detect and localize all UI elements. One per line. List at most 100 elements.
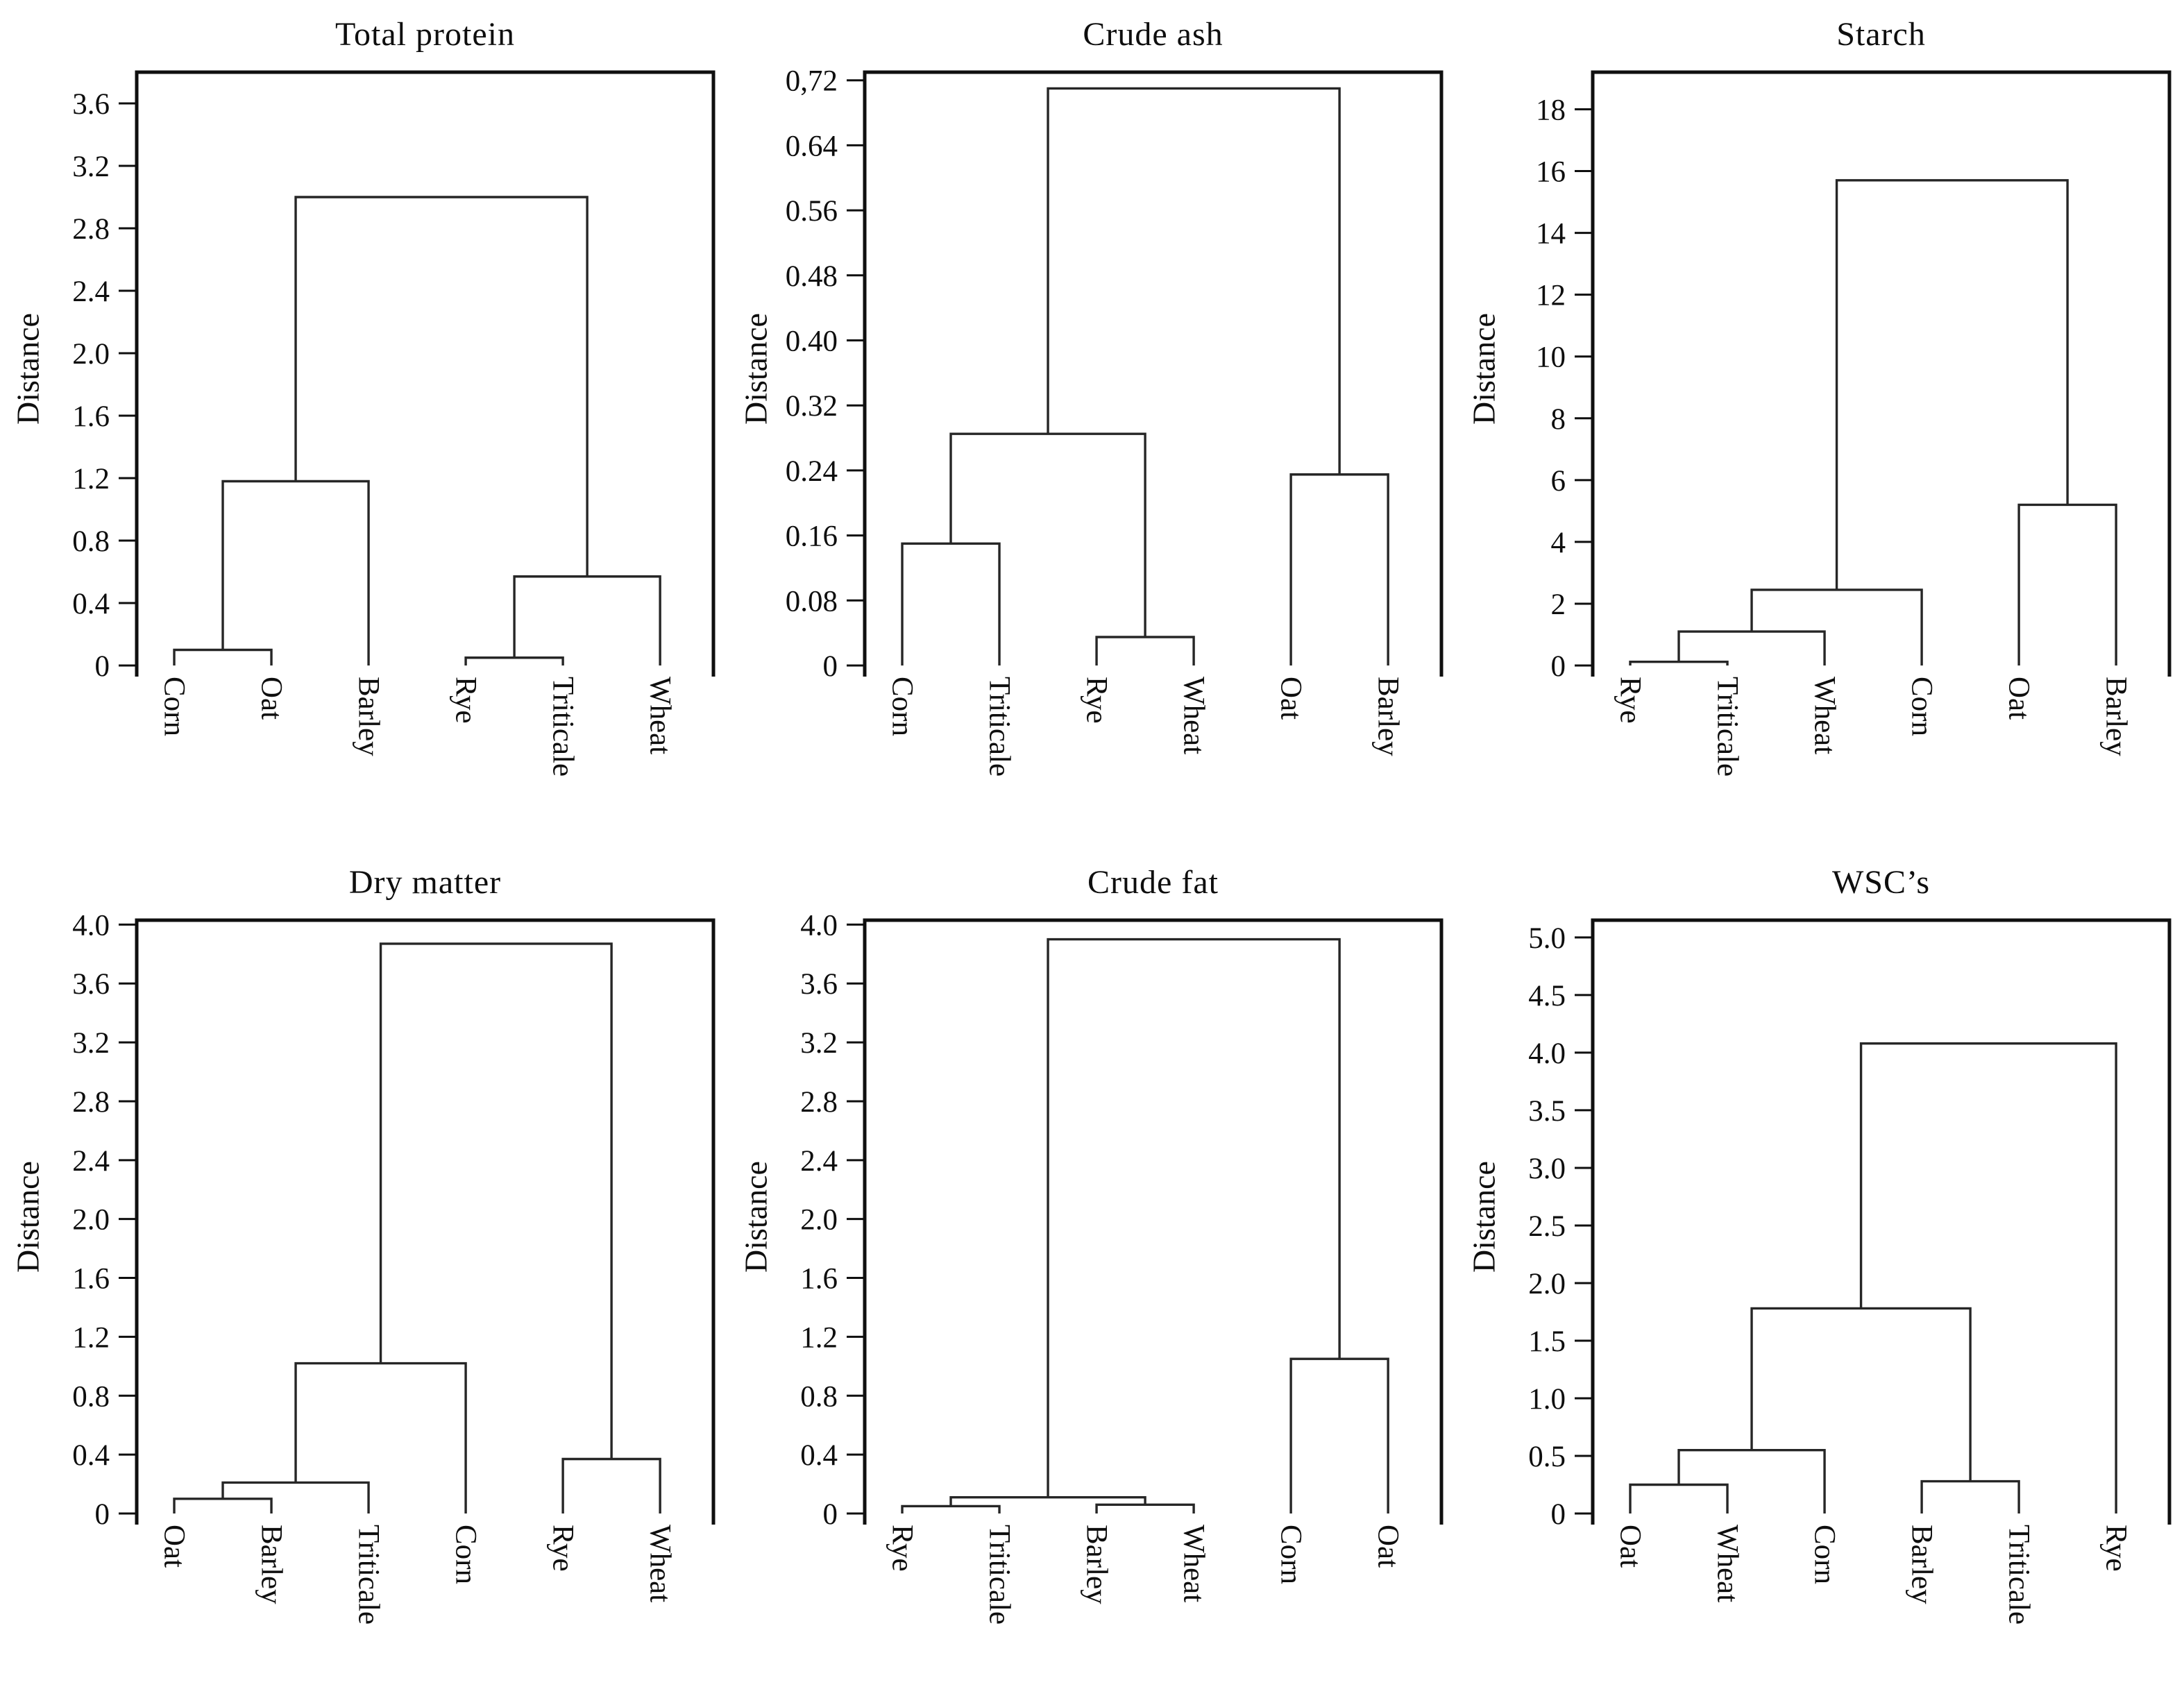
y-tick-label: 2.0 bbox=[1528, 1268, 1566, 1300]
y-tick-label: 3.2 bbox=[72, 1027, 110, 1060]
y-tick-label: 0.16 bbox=[786, 520, 838, 553]
dendrogram-panel-crude-ash: Crude ash Distance 0 0.08 0.16 0.24 0.32 0.40… bbox=[728, 0, 1456, 848]
y-tick-label: 0 bbox=[1551, 1498, 1566, 1531]
y-tick-label: 0.8 bbox=[72, 1380, 110, 1413]
y-tick-label: 3.0 bbox=[1528, 1153, 1566, 1185]
leaf-label: Rye bbox=[2100, 1525, 2133, 1572]
y-tick-label: 3.6 bbox=[72, 88, 110, 121]
y-tick-label: 0.4 bbox=[72, 588, 110, 620]
leaf-label: Rye bbox=[547, 1525, 579, 1572]
y-tick-label: 12 bbox=[1536, 280, 1566, 312]
dendrogram-link bbox=[464, 656, 564, 665]
leaf-label: Wheat bbox=[644, 1525, 677, 1602]
y-tick-label: 0 bbox=[95, 650, 110, 683]
dendrogram-plot: 0 0.08 0.16 0.24 0.32 0.40 0.48 0.56 0.64 0,72 Cor… bbox=[786, 65, 1444, 777]
y-tick-label: 1.6 bbox=[800, 1263, 838, 1296]
leaf-label: Oat bbox=[1275, 677, 1307, 720]
leaf-label: Oat bbox=[2003, 677, 2035, 720]
dendrogram-link bbox=[513, 575, 661, 665]
y-tick-label: 0 bbox=[95, 1498, 110, 1531]
leaf-label: Wheat bbox=[1711, 1525, 1744, 1602]
y-tick-label: 18 bbox=[1536, 94, 1566, 126]
leaf-label: Oat bbox=[1614, 1525, 1647, 1568]
dendrogram-panel-dry-matter: Dry matter Distance 0 0.4 0.8 1.2 1.6 2.0 2.4 2… bbox=[0, 848, 728, 1696]
y-tick-label: 0.5 bbox=[1528, 1441, 1566, 1473]
y-tick-label: 1.2 bbox=[72, 463, 110, 495]
dendrogram-link bbox=[1859, 1042, 2117, 1513]
leaf-label: Corn bbox=[1275, 1525, 1307, 1584]
leaf-label: Barley bbox=[1081, 1525, 1113, 1604]
y-axis-label: Distance bbox=[738, 1161, 774, 1273]
y-tick-label: 0.24 bbox=[786, 455, 838, 488]
dendrogram-link bbox=[1835, 179, 2069, 590]
leaf-label: Triticale bbox=[547, 677, 579, 777]
dendrogram-link bbox=[1095, 636, 1195, 665]
y-tick-label: 4 bbox=[1551, 527, 1566, 559]
leaf-label: Corn bbox=[1809, 1525, 1841, 1584]
y-tick-label: 0 bbox=[823, 650, 838, 683]
dendrogram-link bbox=[379, 942, 613, 1459]
leaf-label: Triticale bbox=[983, 677, 1016, 777]
y-tick-label: 3.2 bbox=[800, 1027, 838, 1060]
dendrogram-link bbox=[1750, 588, 1923, 665]
dendrogram-link bbox=[173, 648, 273, 665]
dendrogram-link bbox=[1677, 1448, 1826, 1513]
leaf-label: Corn bbox=[886, 677, 919, 736]
y-tick-label: 1.6 bbox=[72, 1263, 110, 1296]
dendrogram-link bbox=[173, 1498, 273, 1513]
dendrogram-link bbox=[949, 1495, 1146, 1507]
leaf-label: Rye bbox=[450, 677, 482, 724]
y-tick-label: 2.0 bbox=[72, 338, 110, 371]
y-axis-label: Distance bbox=[10, 1161, 46, 1273]
y-tick-label: 1.5 bbox=[1528, 1325, 1566, 1358]
leaf-label: Corn bbox=[1906, 677, 1938, 736]
y-tick-label: 2.0 bbox=[72, 1204, 110, 1237]
leaf-label: Wheat bbox=[644, 677, 677, 754]
y-tick-label: 0,72 bbox=[786, 65, 838, 98]
y-tick-label: 2.4 bbox=[800, 1145, 838, 1178]
dendrogram-panel-total-protein: Total protein Distance 0 0.4 0.8 1.2 1.6 2.0 2… bbox=[0, 0, 728, 848]
y-tick-label: 0.48 bbox=[786, 260, 838, 293]
y-tick-label: 3.6 bbox=[72, 968, 110, 1001]
leaf-label: Triticale bbox=[983, 1525, 1016, 1625]
y-tick-label: 2.8 bbox=[800, 1086, 838, 1119]
y-tick-label: 0.32 bbox=[786, 390, 838, 423]
y-tick-label: 2.0 bbox=[800, 1204, 838, 1237]
dendrogram-panel-starch: Starch Distance 0 2 4 6 8 10 12 14 16 18 Rye Tritic… bbox=[1456, 0, 2184, 848]
y-tick-label: 0 bbox=[1551, 650, 1566, 683]
dendrogram-link bbox=[294, 196, 589, 577]
dendrogram-link bbox=[1750, 1307, 1972, 1482]
dendrogram-link bbox=[1629, 660, 1729, 665]
plot-frame bbox=[863, 918, 1444, 1525]
leaf-label: Wheat bbox=[1809, 677, 1841, 754]
leaf-label: Triticale bbox=[1711, 677, 1744, 777]
dendrogram-plot: 0 0.5 1.0 1.5 2.0 2.5 3.0 3.5 4.0 4.5 5.0 Oat Wheat C… bbox=[1528, 918, 2172, 1625]
dendrogram-link bbox=[1920, 1479, 2020, 1513]
leaf-label: Wheat bbox=[1178, 677, 1210, 754]
dendrogram-link bbox=[2017, 503, 2117, 665]
y-tick-label: 3.2 bbox=[72, 151, 110, 183]
y-axis-label: Distance bbox=[738, 313, 774, 425]
leaf-label: Corn bbox=[450, 1525, 482, 1584]
y-tick-label: 2.5 bbox=[1528, 1210, 1566, 1243]
plot-frame bbox=[135, 918, 716, 1525]
leaf-label: Corn bbox=[158, 677, 191, 736]
leaf-label: Barley bbox=[353, 677, 385, 756]
dendrogram-plot: 0 0.4 0.8 1.2 1.6 2.0 2.4 2.8 3.2 3.6 4.0 Oat Barley… bbox=[72, 909, 716, 1625]
y-tick-label: 0 bbox=[823, 1498, 838, 1531]
y-tick-label: 0.08 bbox=[786, 585, 838, 618]
y-tick-label: 0.4 bbox=[72, 1439, 110, 1472]
dendrogram-link bbox=[561, 1457, 661, 1513]
y-tick-label: 14 bbox=[1536, 218, 1566, 251]
dendrogram-panel-wscs: WSC’s Distance 0 0.5 1.0 1.5 2.0 2.5 3.0 3.5 4.0… bbox=[1456, 848, 2184, 1696]
y-tick-label: 10 bbox=[1536, 341, 1566, 374]
y-tick-label: 0.56 bbox=[786, 195, 838, 228]
y-tick-label: 4.0 bbox=[800, 909, 838, 942]
y-tick-label: 4.0 bbox=[72, 909, 110, 942]
leaf-label: Rye bbox=[886, 1525, 919, 1572]
dendrogram-link bbox=[1677, 630, 1826, 665]
y-tick-label: 1.2 bbox=[72, 1321, 110, 1354]
leaf-label: Barley bbox=[1372, 677, 1405, 756]
y-tick-label: 3.6 bbox=[800, 968, 838, 1001]
